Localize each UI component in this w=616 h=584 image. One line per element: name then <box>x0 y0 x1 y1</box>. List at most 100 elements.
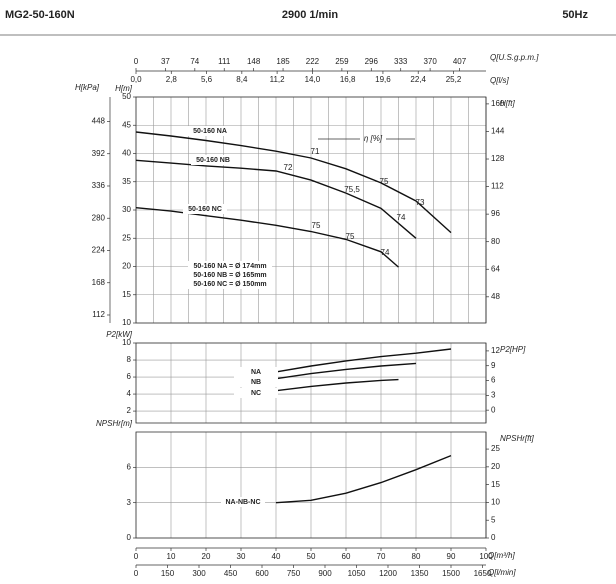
speed: 2900 1/min <box>282 9 339 21</box>
series-label: 50-160 NA <box>193 128 227 135</box>
impeller-legend: 50-160 NA = Ø 174mm <box>193 263 266 270</box>
y2-tick-label: 9 <box>491 361 496 370</box>
gpm-tick-label: 148 <box>247 57 261 66</box>
kpa-tick-label: 168 <box>92 278 106 287</box>
impeller-legend: 50-160 NC = Ø 150mm <box>193 281 266 288</box>
efficiency-label: 75 <box>312 221 321 230</box>
x2-tick-label: 0 <box>134 569 139 578</box>
ls-tick-label: 22,4 <box>410 75 426 84</box>
y2-axis-title: P2[HP] <box>500 345 526 354</box>
gpm-tick-label: 370 <box>423 57 437 66</box>
x-tick-label: 40 <box>272 552 281 561</box>
kpa-axis-title: H[kPa] <box>75 83 100 92</box>
legend-backdrop <box>188 261 272 289</box>
y-tick-label: 15 <box>122 290 131 299</box>
efficiency-label: 75 <box>346 232 355 241</box>
y2-tick-label: 3 <box>491 390 496 399</box>
y-tick-label: 6 <box>127 462 132 471</box>
series-label: 50-160 NC <box>188 206 222 213</box>
gpm-tick-label: 222 <box>306 57 320 66</box>
frequency: 50Hz <box>562 9 588 21</box>
ls-tick-label: 2,8 <box>166 75 178 84</box>
y-tick-label: 4 <box>127 389 132 398</box>
y-tick-label: 35 <box>122 177 131 186</box>
y-tick-label: 40 <box>122 149 131 158</box>
ls-tick-label: 11,2 <box>270 75 286 84</box>
y2-tick-label: 160 <box>491 99 505 108</box>
gpm-tick-label: 296 <box>365 57 379 66</box>
x-tick-label: 10 <box>167 552 176 561</box>
x2-tick-label: 750 <box>287 569 301 578</box>
kpa-tick-label: 280 <box>92 213 106 222</box>
label-backdrop <box>234 377 278 387</box>
x-tick-label: 100 <box>479 552 493 561</box>
gpm-tick-label: 407 <box>453 57 467 66</box>
x-tick-label: 20 <box>202 552 211 561</box>
x2-tick-label: 1200 <box>379 569 397 578</box>
x-tick-label: 0 <box>134 552 139 561</box>
kpa-tick-label: 224 <box>92 246 106 255</box>
kpa-tick-label: 336 <box>92 181 106 190</box>
x2-tick-label: 1650 <box>474 569 492 578</box>
y2-tick-label: 96 <box>491 209 500 218</box>
x-tick-label: 30 <box>237 552 246 561</box>
y2-tick-label: 0 <box>491 533 496 542</box>
y-tick-label: 2 <box>127 406 132 415</box>
efficiency-label: 74 <box>381 248 390 257</box>
label-backdrop <box>191 155 235 165</box>
gpm-tick-label: 185 <box>276 57 290 66</box>
impeller-legend: 50-160 NB = Ø 165mm <box>193 272 266 279</box>
efficiency-label: 71 <box>311 147 320 156</box>
x2-tick-label: 150 <box>161 569 175 578</box>
x2-tick-label: 1500 <box>442 569 460 578</box>
ls-tick-label: 5,6 <box>201 75 213 84</box>
x-tick-label: 70 <box>377 552 386 561</box>
gpm-tick-label: 333 <box>394 57 408 66</box>
kpa-tick-label: 392 <box>92 149 106 158</box>
model-title: MG2-50-160N <box>5 9 75 21</box>
gpm-tick-label: 259 <box>335 57 349 66</box>
y2-axis-title: H[ft] <box>500 99 515 108</box>
y-axis-title: H[m] <box>115 84 133 93</box>
y2-axis-title: NPSHr[ft] <box>500 434 535 443</box>
x2-tick-label: 600 <box>255 569 269 578</box>
curve <box>275 378 399 392</box>
y2-tick-label: 80 <box>491 237 500 246</box>
y2-tick-label: 112 <box>491 182 504 191</box>
gpm-axis-title: Q[U.S.g.p.m.] <box>490 53 539 62</box>
y-tick-label: 20 <box>122 262 131 271</box>
y2-tick-label: 12 <box>491 346 500 355</box>
x-tick-label: 50 <box>307 552 316 561</box>
curve <box>275 454 452 504</box>
series-label: NA <box>251 369 261 376</box>
y-tick-label: 45 <box>122 120 131 129</box>
x2-tick-label: 1050 <box>348 569 366 578</box>
efficiency-label: 72 <box>284 163 293 172</box>
y2-tick-label: 128 <box>491 154 505 163</box>
y-tick-label: 10 <box>122 338 131 347</box>
curve <box>135 131 452 234</box>
y2-tick-label: 64 <box>491 264 500 273</box>
series-label: 50-160 NB <box>196 157 230 164</box>
series-label: NB <box>251 379 261 386</box>
x-tick-label: 80 <box>412 552 421 561</box>
x2-tick-label: 1350 <box>411 569 429 578</box>
label-backdrop <box>188 126 232 136</box>
efficiency-label: 75 <box>380 177 389 186</box>
gpm-tick-label: 0 <box>134 57 139 66</box>
ls-tick-label: 19,6 <box>375 75 391 84</box>
x2-tick-label: 900 <box>318 569 332 578</box>
label-backdrop <box>221 497 265 507</box>
curve <box>275 348 452 373</box>
series-label: NC <box>251 390 261 397</box>
curve <box>135 207 399 268</box>
ls-tick-label: 25,2 <box>446 75 462 84</box>
y-tick-label: 30 <box>122 205 131 214</box>
kpa-tick-label: 112 <box>92 310 105 319</box>
x2-tick-label: 450 <box>224 569 238 578</box>
y2-tick-label: 48 <box>491 292 500 301</box>
gpm-tick-label: 37 <box>161 57 170 66</box>
y-axis-title: NPSHr[m] <box>96 419 133 428</box>
ls-tick-label: 0,0 <box>130 75 142 84</box>
y2-tick-label: 144 <box>491 127 505 136</box>
